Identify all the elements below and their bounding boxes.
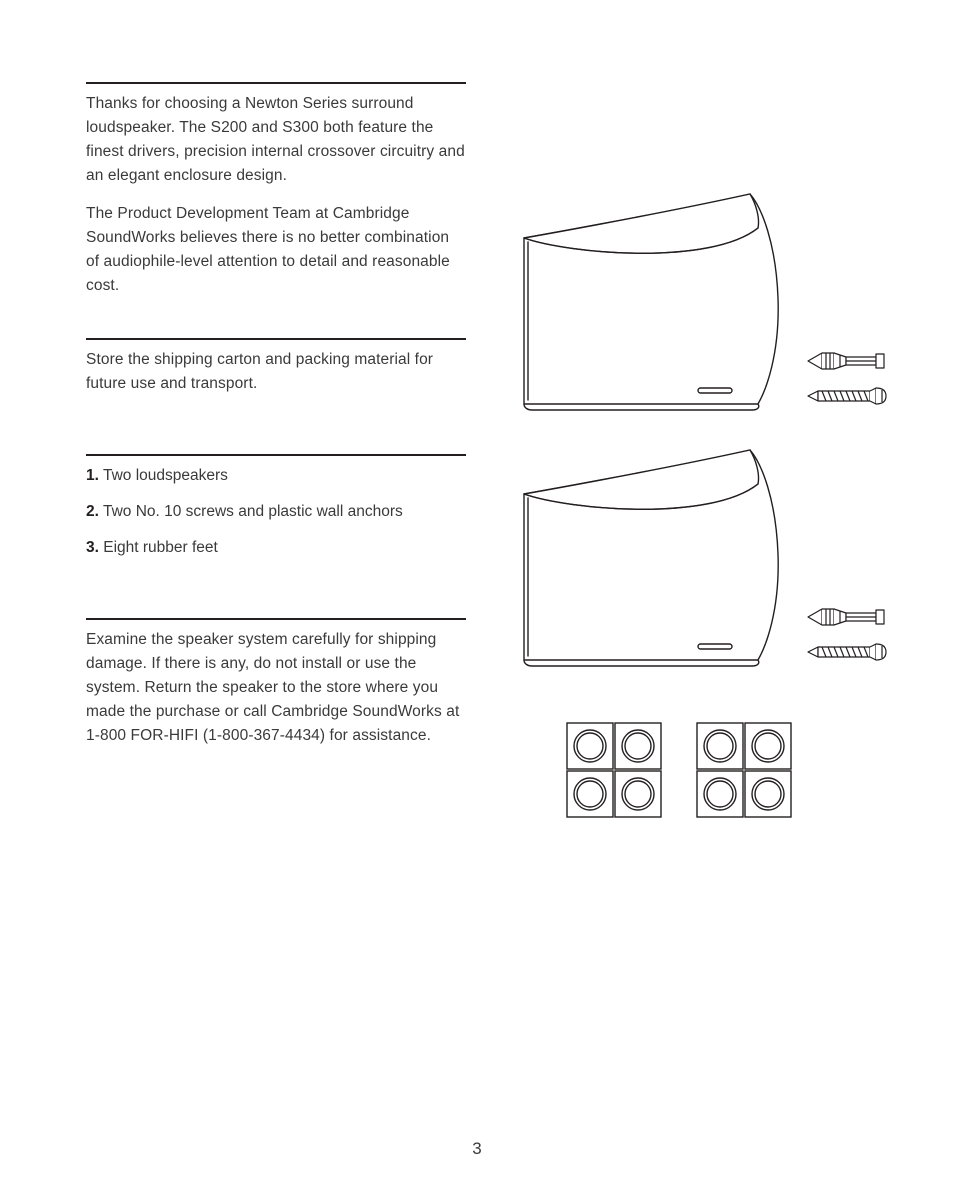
rubber-feet-diagram bbox=[566, 722, 792, 818]
screw-icon bbox=[806, 642, 888, 662]
contents-item-number: 3. bbox=[86, 539, 99, 556]
contents-item-text: Two No. 10 screws and plastic wall ancho… bbox=[99, 503, 403, 520]
contents-item-number: 1. bbox=[86, 467, 99, 484]
section-rule bbox=[86, 82, 466, 84]
speaker-diagram-2 bbox=[510, 442, 880, 694]
diagram-column bbox=[510, 186, 880, 694]
intro-paragraph-1: Thanks for choosing a Newton Series surr… bbox=[86, 92, 466, 188]
page-number: 3 bbox=[0, 1139, 954, 1159]
contents-item: 3. Eight rubber feet bbox=[86, 536, 466, 560]
screw-icon bbox=[806, 386, 888, 406]
wall-anchor-icon bbox=[806, 350, 888, 372]
contents-item-number: 2. bbox=[86, 503, 99, 520]
section-rule bbox=[86, 454, 466, 456]
left-column: Thanks for choosing a Newton Series surr… bbox=[86, 82, 466, 788]
section-rule bbox=[86, 618, 466, 620]
loudspeaker-icon bbox=[510, 442, 788, 672]
inspect-paragraph: Examine the speaker system carefully for… bbox=[86, 628, 466, 748]
wall-anchor-icon bbox=[806, 606, 888, 628]
intro-paragraph-2: The Product Development Team at Cambridg… bbox=[86, 202, 466, 298]
speaker-diagram-1 bbox=[510, 186, 880, 438]
rubber-feet-set-icon bbox=[696, 722, 792, 818]
contents-item-text: Two loudspeakers bbox=[99, 467, 228, 484]
storage-paragraph: Store the shipping carton and packing ma… bbox=[86, 348, 466, 396]
contents-item: 1. Two loudspeakers bbox=[86, 464, 466, 488]
storage-section: Store the shipping carton and packing ma… bbox=[86, 338, 466, 396]
rubber-feet-set-icon bbox=[566, 722, 662, 818]
loudspeaker-icon bbox=[510, 186, 788, 416]
inspect-section: Examine the speaker system carefully for… bbox=[86, 618, 466, 748]
section-rule bbox=[86, 338, 466, 340]
contents-item-text: Eight rubber feet bbox=[99, 539, 218, 556]
contents-item: 2. Two No. 10 screws and plastic wall an… bbox=[86, 500, 466, 524]
contents-section: 1. Two loudspeakers 2. Two No. 10 screws … bbox=[86, 454, 466, 560]
intro-section: Thanks for choosing a Newton Series surr… bbox=[86, 82, 466, 298]
